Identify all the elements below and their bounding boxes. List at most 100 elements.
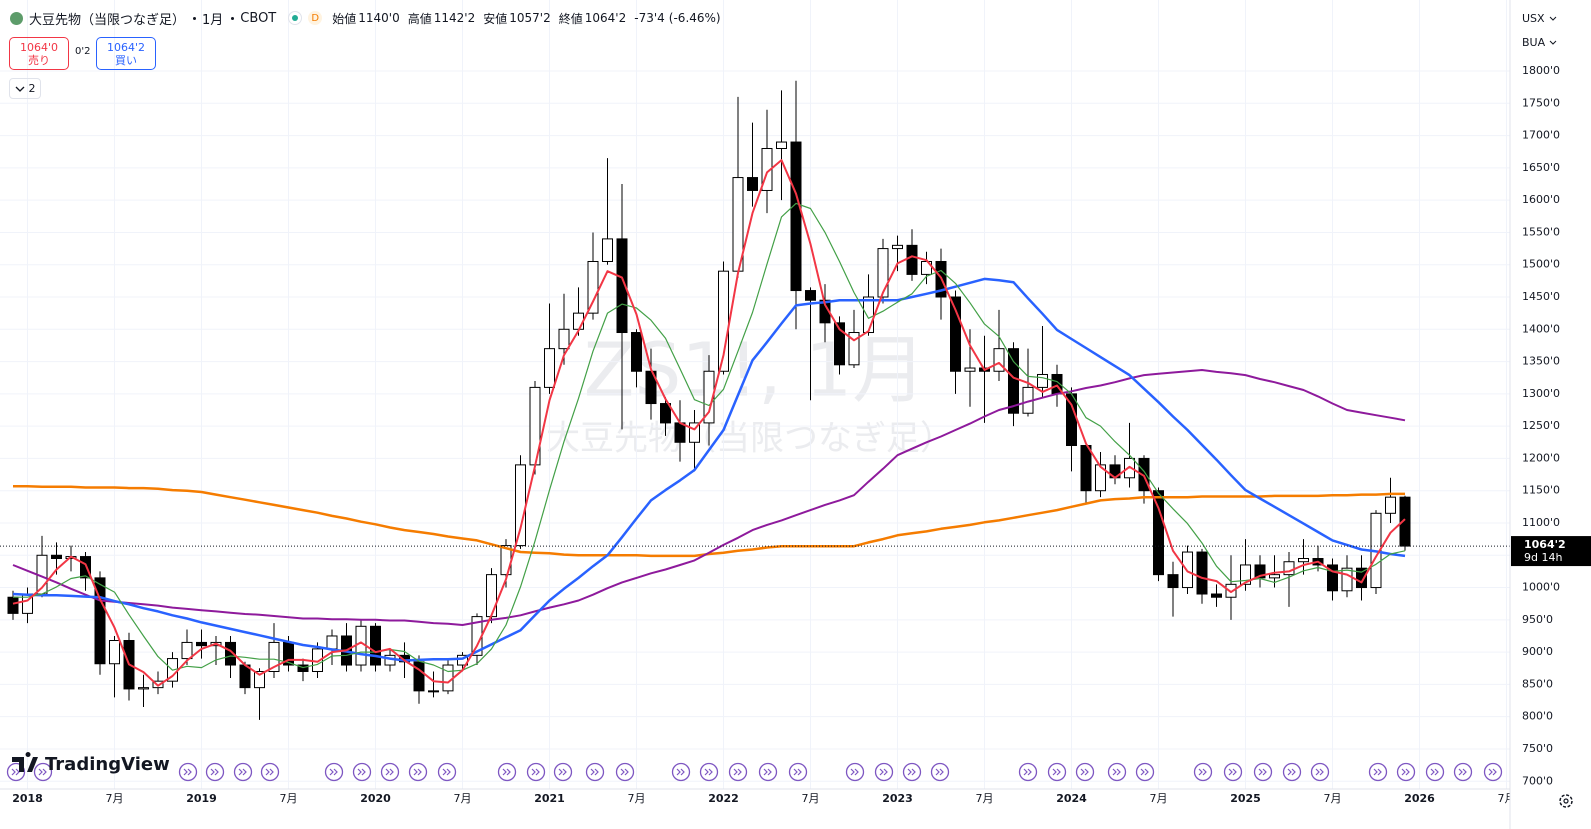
event-marker[interactable]: [1107, 762, 1127, 782]
change: -73'4: [634, 11, 665, 25]
event-marker[interactable]: [671, 762, 691, 782]
event-marker[interactable]: [1368, 762, 1388, 782]
event-marker[interactable]: [1396, 762, 1416, 782]
candle-body: [805, 290, 816, 301]
currency: USX: [1522, 12, 1545, 25]
candle-body: [1153, 490, 1164, 576]
settings-button[interactable]: [1559, 794, 1573, 808]
event-marker-arrow: [1258, 768, 1267, 776]
indicator-count: 2: [28, 82, 36, 95]
event-marker[interactable]: [1135, 762, 1155, 782]
event-marker[interactable]: [352, 762, 372, 782]
event-marker[interactable]: [728, 762, 748, 782]
symbol-title[interactable]: 大豆先物（当限つなぎ足）: [29, 12, 186, 28]
candle-body: [94, 577, 106, 665]
sell-label: 売り: [28, 53, 50, 67]
event-marker[interactable]: [437, 762, 457, 782]
candle-body: [993, 348, 1005, 372]
event-marker[interactable]: [585, 762, 605, 782]
event-marker-circle: [1282, 762, 1302, 782]
event-marker[interactable]: [553, 762, 573, 782]
indicator-toggle[interactable]: 2: [9, 78, 41, 99]
event-marker-arrow: [763, 768, 772, 776]
event-marker[interactable]: [1223, 762, 1243, 782]
event-marker[interactable]: [788, 762, 808, 782]
event-marker-arrow: [1488, 768, 1497, 776]
candle-body: [776, 141, 787, 150]
candle-body: [1385, 496, 1396, 514]
event-marker-circle: [788, 762, 808, 782]
candle-body: [689, 422, 700, 443]
candle-body: [703, 370, 715, 424]
candle-body: [631, 332, 642, 372]
event-marker[interactable]: [205, 762, 225, 782]
event-marker[interactable]: [874, 762, 894, 782]
event-marker[interactable]: [1047, 762, 1067, 782]
event-marker-circle: [874, 762, 894, 782]
candle-body: [1008, 348, 1019, 414]
event-marker[interactable]: [178, 762, 198, 782]
unit-chevron: [1549, 40, 1557, 45]
event-marker-circle: [526, 762, 546, 782]
candle-body: [515, 464, 526, 547]
event-marker[interactable]: [1453, 762, 1473, 782]
y-tick-label: 1300'0: [1522, 387, 1560, 400]
event-marker[interactable]: [1253, 762, 1273, 782]
event-marker[interactable]: [33, 762, 53, 782]
event-marker[interactable]: [260, 762, 280, 782]
event-marker-arrow: [1023, 768, 1032, 776]
event-marker-circle: [324, 762, 344, 782]
event-marker[interactable]: [930, 762, 950, 782]
event-marker[interactable]: [902, 762, 922, 782]
event-marker-arrow: [558, 768, 567, 776]
event-marker-arrow: [1052, 768, 1061, 776]
separator: [193, 16, 197, 20]
event-marker-arrow: [385, 768, 394, 776]
event-marker[interactable]: [233, 762, 253, 782]
candle-body: [370, 625, 381, 666]
event-marker[interactable]: [1425, 762, 1445, 782]
logo-mark: [12, 752, 38, 772]
event-marker[interactable]: [1310, 762, 1330, 782]
x-tick-label: 7月: [1324, 792, 1342, 805]
candle-body: [51, 554, 62, 559]
event-marker-arrow: [879, 768, 888, 776]
candle-body: [196, 641, 207, 647]
event-marker-arrow: [265, 768, 274, 776]
event-marker-circle: [845, 762, 865, 782]
event-marker[interactable]: [408, 762, 428, 782]
event-marker-arrow: [531, 768, 540, 776]
sell-button[interactable]: 1064'0 売り: [9, 37, 69, 70]
event-marker-arrow: [1373, 768, 1382, 776]
interval[interactable]: 1月: [202, 12, 224, 28]
event-marker[interactable]: [1193, 762, 1213, 782]
y-tick-label: 1800'0: [1522, 64, 1560, 77]
event-marker[interactable]: [1282, 762, 1302, 782]
event-marker[interactable]: [324, 762, 344, 782]
delay-badge[interactable]: D: [308, 11, 323, 25]
event-marker-arrow: [1140, 768, 1149, 776]
y-tick-label: 1750'0: [1522, 96, 1560, 109]
event-marker-circle: [1223, 762, 1243, 782]
event-marker[interactable]: [380, 762, 400, 782]
event-marker[interactable]: [615, 762, 635, 782]
event-marker-arrow: [793, 768, 802, 776]
event-marker[interactable]: [699, 762, 719, 782]
event-marker[interactable]: [845, 762, 865, 782]
event-marker-circle: [1396, 762, 1416, 782]
event-marker-arrow: [38, 768, 47, 776]
candle-body: [558, 328, 570, 350]
y-tick-label: 1200'0: [1522, 451, 1560, 464]
candle-body: [1196, 551, 1208, 595]
event-marker[interactable]: [1018, 762, 1038, 782]
event-marker[interactable]: [1075, 762, 1095, 782]
buy-button[interactable]: 1064'2 買い: [96, 37, 156, 70]
event-marker[interactable]: [497, 762, 517, 782]
event-marker[interactable]: [526, 762, 546, 782]
event-marker-arrow: [442, 768, 451, 776]
event-marker[interactable]: [1483, 762, 1503, 782]
event-marker-circle: [1310, 762, 1330, 782]
event-marker[interactable]: [758, 762, 778, 782]
event-marker-circle: [1253, 762, 1273, 782]
